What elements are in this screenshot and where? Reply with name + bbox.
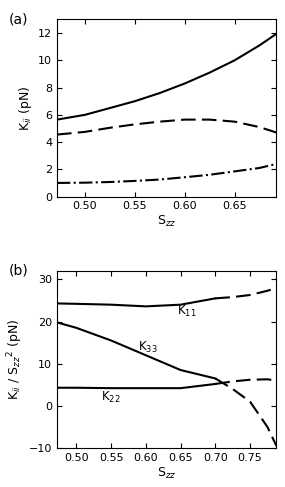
Text: K$_{33}$: K$_{33}$ — [138, 340, 157, 355]
Text: (b): (b) — [9, 264, 28, 278]
Text: K$_{11}$: K$_{11}$ — [177, 304, 197, 319]
Text: (a): (a) — [9, 12, 28, 26]
Text: K$_{22}$: K$_{22}$ — [101, 390, 120, 405]
Y-axis label: K$_{ii}$ (pN): K$_{ii}$ (pN) — [17, 85, 34, 131]
X-axis label: S$_{zz}$: S$_{zz}$ — [157, 214, 176, 229]
Y-axis label: K$_{ii}$ / S$_{zz}$$^{2}$ (pN): K$_{ii}$ / S$_{zz}$$^{2}$ (pN) — [5, 319, 25, 400]
X-axis label: S$_{zz}$: S$_{zz}$ — [157, 466, 176, 481]
